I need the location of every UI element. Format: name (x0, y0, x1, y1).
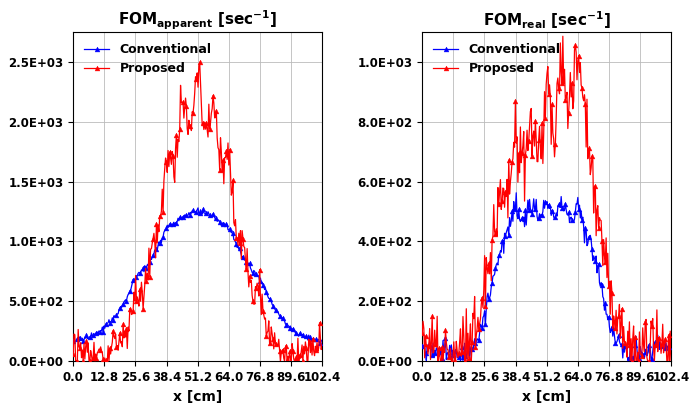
Conventional (217, 223, 225, 228)
Line: Proposed: Proposed (419, 34, 674, 364)
Conventional (69, 339, 77, 344)
Proposed (667, 359, 675, 364)
Proposed (567, 94, 575, 99)
Conventional (419, 342, 427, 347)
Proposed (195, 60, 204, 65)
Title: $\mathbf{FOM_{apparent}}$ $\mathbf{[sec^{-1}]}$: $\mathbf{FOM_{apparent}}$ $\mathbf{[sec^… (118, 8, 277, 32)
Proposed (318, 342, 326, 347)
Proposed (71, 359, 80, 364)
Conventional (566, 215, 574, 220)
Title: $\mathbf{FOM_{real}}$ $\mathbf{[sec^{-1}]}$: $\mathbf{FOM_{real}}$ $\mathbf{[sec^{-1}… (483, 9, 611, 31)
X-axis label: x [cm]: x [cm] (173, 390, 222, 404)
Conventional (667, 344, 675, 349)
Proposed (69, 351, 77, 356)
Conventional (194, 206, 202, 211)
Conventional (222, 221, 230, 226)
Proposed (418, 330, 426, 335)
Line: Conventional: Conventional (70, 206, 325, 345)
Proposed (645, 359, 653, 364)
Conventional (218, 220, 226, 225)
Proposed (218, 158, 227, 163)
Proposed (558, 34, 567, 39)
Conventional (315, 340, 324, 345)
Conventional (645, 351, 653, 356)
Proposed (296, 356, 304, 360)
Line: Proposed: Proposed (70, 60, 325, 364)
Proposed (223, 157, 231, 162)
Conventional (630, 359, 638, 364)
Proposed (433, 359, 442, 364)
Conventional (70, 340, 78, 345)
Legend: Conventional, Proposed: Conventional, Proposed (429, 38, 565, 80)
Proposed (419, 319, 427, 324)
Proposed (567, 81, 576, 86)
Proposed (70, 332, 78, 337)
Proposed (572, 50, 580, 55)
Line: Conventional: Conventional (419, 190, 674, 364)
Conventional (318, 339, 326, 344)
Conventional (418, 344, 426, 349)
Conventional (571, 210, 579, 215)
X-axis label: x [cm]: x [cm] (522, 390, 571, 404)
Conventional (628, 359, 636, 364)
Conventional (295, 331, 304, 336)
Proposed (630, 323, 638, 328)
Conventional (567, 215, 575, 220)
Conventional (512, 190, 521, 195)
Proposed (281, 359, 289, 364)
Conventional (280, 316, 288, 321)
Proposed (218, 170, 226, 175)
Legend: Conventional, Proposed: Conventional, Proposed (80, 38, 216, 80)
